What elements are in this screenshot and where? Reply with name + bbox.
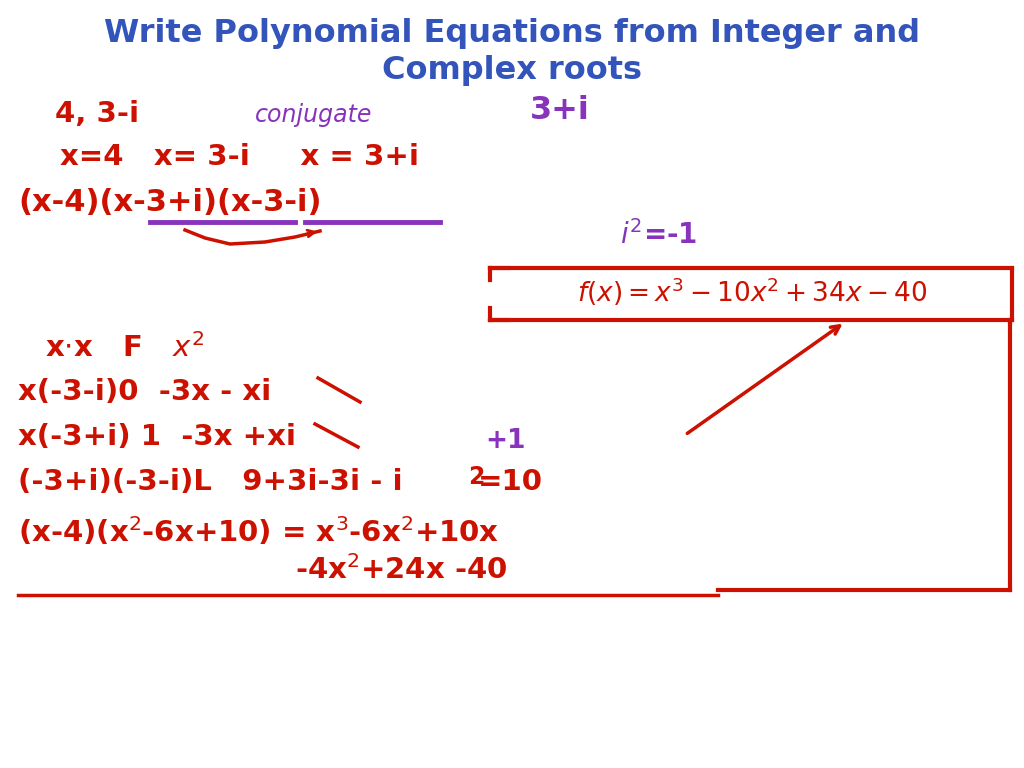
Text: (x-4)(x$^2$-6x+10) = x$^3$-6x$^2$+10x: (x-4)(x$^2$-6x+10) = x$^3$-6x$^2$+10x bbox=[18, 515, 500, 548]
Text: 2: 2 bbox=[468, 465, 484, 489]
Text: conjugate: conjugate bbox=[255, 103, 373, 127]
Text: Write Polynomial Equations from Integer and: Write Polynomial Equations from Integer … bbox=[104, 18, 920, 49]
Text: x(-3-i)0  -3x - xi: x(-3-i)0 -3x - xi bbox=[18, 378, 271, 406]
Text: x(-3+i) 1  -3x +xi: x(-3+i) 1 -3x +xi bbox=[18, 423, 296, 451]
Text: x$\cdot$x   F   $x^2$: x$\cdot$x F $x^2$ bbox=[45, 333, 204, 363]
Text: =10: =10 bbox=[478, 468, 543, 496]
Text: -4x$^2$+24x -40: -4x$^2$+24x -40 bbox=[295, 555, 507, 585]
Text: Complex roots: Complex roots bbox=[382, 55, 642, 86]
Text: x=4   x= 3-i     x = 3+i: x=4 x= 3-i x = 3+i bbox=[60, 143, 419, 171]
Text: $i^2$=-1: $i^2$=-1 bbox=[620, 220, 697, 250]
Text: (x-4)(x-3+i)(x-3-i): (x-4)(x-3+i)(x-3-i) bbox=[18, 188, 322, 217]
Text: $f(x)=x^3-10x^2+34x-40$: $f(x)=x^3-10x^2+34x-40$ bbox=[577, 275, 927, 307]
Text: 4, 3-i: 4, 3-i bbox=[55, 100, 139, 128]
Text: +1: +1 bbox=[485, 428, 525, 454]
Text: (-3+i)(-3-i)L   9+3i-3i - i: (-3+i)(-3-i)L 9+3i-3i - i bbox=[18, 468, 402, 496]
Text: 3+i: 3+i bbox=[530, 95, 590, 126]
